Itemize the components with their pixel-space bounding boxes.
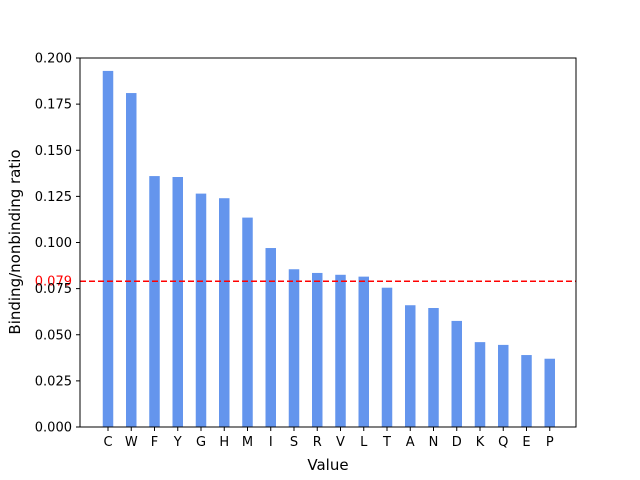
x-tick-label: M [242,435,253,450]
x-tick-label: L [360,435,368,450]
bar-C [102,70,114,427]
x-tick-label: H [219,435,229,450]
x-tick-label: F [151,435,158,450]
x-tick-label: Q [498,435,508,450]
bar-V [335,274,346,427]
y-axis-ticks: 0.000 0.025 0.050 0.075 0.100 0.125 0.150 0.175… [35,52,80,436]
bar-K [474,342,486,427]
y-tick-label: 0.125 [35,190,72,205]
x-tick-label: A [406,435,415,450]
x-tick-label: G [196,435,206,450]
x-tick-label: R [313,435,322,450]
x-tick-label: N [429,435,439,450]
y-tick-label: 0.175 [35,98,72,113]
bar-P [544,358,555,427]
bar-M [242,217,253,427]
bar-Q [498,344,509,427]
x-tick-label: S [290,435,298,450]
x-tick-label: E [522,435,530,450]
bar-D [451,320,462,427]
x-tick-label: K [476,435,485,450]
bar-W [126,93,137,428]
x-tick-label: V [336,435,345,450]
bar-H [219,198,230,427]
y-tick-label: 0.050 [35,328,72,343]
x-tick-label: D [452,435,462,450]
x-axis-label: Value [307,456,348,474]
x-tick-label: I [269,435,273,450]
bar-T [381,287,393,427]
bar-G [195,193,207,427]
x-tick-label: W [125,435,138,450]
bar-F [149,176,160,427]
y-tick-label: 0.075 [35,282,72,297]
x-tick-label: T [382,435,391,450]
y-axis-label: Binding/nonbinding ratio [6,149,24,334]
bar-N [428,307,439,427]
bars-group [102,70,555,428]
y-tick-label: 0.025 [35,374,72,389]
y-tick-label: 0.150 [35,144,72,159]
reference-line-group: 0.079 [35,275,576,290]
bar-I [265,248,276,427]
x-tick-label: C [103,435,112,450]
y-tick-label: 0.200 [35,52,72,67]
bar-R [312,272,323,427]
bar-L [358,276,369,427]
bar-Y [172,177,183,427]
x-tick-label: P [546,435,554,450]
bar-A [405,305,416,427]
y-tick-label: 0.100 [35,236,72,251]
bar-E [521,355,532,427]
y-tick-label: 0.000 [35,421,72,436]
x-tick-label: Y [173,435,182,450]
reference-line-label: 0.079 [35,275,72,290]
bar-S [288,269,300,427]
